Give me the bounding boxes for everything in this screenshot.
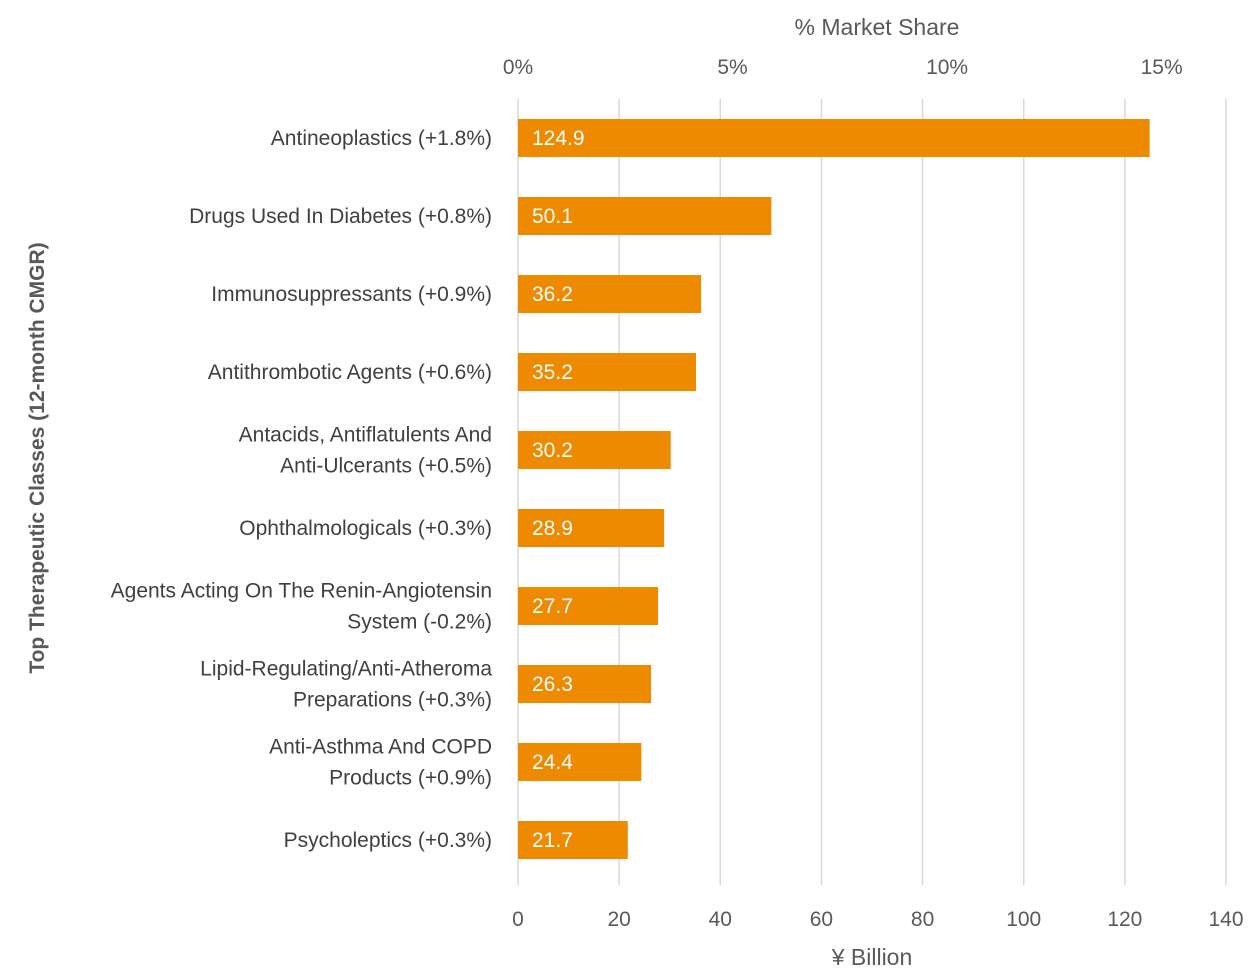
category-label: Antineoplastics (+1.8%): [271, 127, 492, 150]
category-label: System (-0.2%): [347, 611, 492, 634]
bar: [518, 119, 1150, 157]
bar-value-label: 27.7: [532, 595, 573, 618]
x-tick-label: 60: [810, 908, 833, 931]
category-label: Preparations (+0.3%): [293, 689, 492, 712]
category-label: Anti-Ulcerants (+0.5%): [280, 455, 492, 478]
bar: [518, 587, 659, 625]
category-label: Drugs Used In Diabetes (+0.8%): [189, 205, 492, 228]
bar: [518, 509, 665, 547]
bar: [518, 197, 772, 235]
x-tick-label: 20: [607, 908, 630, 931]
x-tick-label: 80: [911, 908, 934, 931]
x-tick-label: 120: [1107, 908, 1142, 931]
category-label: Antithrombotic Agents (+0.6%): [208, 361, 492, 384]
secondary-axis-title: % Market Share: [795, 14, 960, 40]
bar-value-label: 36.2: [532, 283, 573, 306]
bar-value-label: 35.2: [532, 361, 573, 384]
category-label: Agents Acting On The Renin-Angiotensin: [111, 580, 492, 603]
secondary-tick-label: 5%: [717, 56, 747, 79]
bar: [518, 431, 671, 469]
category-label: Lipid-Regulating/Anti-Atheroma: [200, 658, 492, 681]
x-axis-title: ¥ Billion: [831, 944, 913, 970]
bar: [518, 275, 702, 313]
category-label: Products (+0.9%): [329, 767, 492, 790]
y-axis-title: Top Therapeutic Classes (12-month CMGR): [26, 242, 49, 673]
secondary-tick-label: 10%: [926, 56, 968, 79]
category-label: Antacids, Antiflatulents And: [239, 424, 492, 447]
category-label: Psycholeptics (+0.3%): [284, 829, 492, 852]
category-label: Ophthalmologicals (+0.3%): [239, 517, 492, 540]
x-tick-layer: 0 20 40 60 80 100 120 140: [512, 908, 1243, 931]
category-label: Anti-Asthma And COPD: [269, 736, 492, 759]
bar-value-label: 26.3: [532, 673, 573, 696]
bar: [518, 665, 652, 703]
x-tick-label: 100: [1006, 908, 1041, 931]
bar: [518, 353, 697, 391]
x-tick-label: 0: [512, 908, 524, 931]
bar-value-label: 50.1: [532, 205, 573, 228]
bar-value-label: 124.9: [532, 127, 585, 150]
bar-value-label: 28.9: [532, 517, 573, 540]
bar-value-label: 24.4: [532, 751, 573, 774]
secondary-tick-layer: 0% 5% 10% 15%: [503, 56, 1183, 79]
bar: [518, 743, 642, 781]
secondary-tick-label: 0%: [503, 56, 533, 79]
bar: [518, 821, 628, 859]
secondary-tick-label: 15%: [1141, 56, 1183, 79]
category-label-layer: Antineoplastics (+1.8%) Drugs Used In Dia…: [111, 127, 493, 852]
category-label: Immunosuppressants (+0.9%): [211, 283, 492, 306]
bar-label-layer: 124.9 50.1 36.2 35.2 30.2 28.9 27.7 26.3 24.4 21.…: [532, 127, 585, 852]
x-tick-label: 140: [1208, 908, 1243, 931]
bar-layer: [518, 119, 1150, 859]
x-tick-label: 40: [709, 908, 732, 931]
bar-value-label: 30.2: [532, 439, 573, 462]
bar-value-label: 21.7: [532, 829, 573, 852]
